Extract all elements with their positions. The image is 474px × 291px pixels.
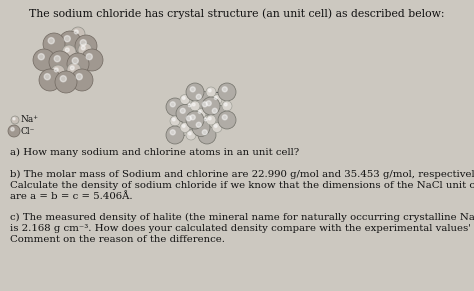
Circle shape	[166, 98, 184, 116]
Circle shape	[71, 69, 93, 91]
Circle shape	[67, 53, 89, 75]
Circle shape	[44, 74, 50, 80]
Circle shape	[190, 115, 195, 120]
Circle shape	[186, 83, 204, 101]
Circle shape	[59, 31, 81, 53]
Circle shape	[192, 103, 195, 106]
Circle shape	[70, 66, 74, 70]
Circle shape	[78, 43, 92, 57]
Circle shape	[186, 130, 196, 140]
Circle shape	[218, 111, 236, 129]
Circle shape	[170, 116, 180, 126]
Text: b) The molar mass of Sodium and chlorine are 22.990 g/mol and 35.453 g/mol, resp: b) The molar mass of Sodium and chlorine…	[10, 170, 474, 179]
Circle shape	[67, 63, 81, 77]
Circle shape	[196, 122, 201, 127]
Circle shape	[11, 116, 19, 124]
Circle shape	[71, 27, 85, 41]
Circle shape	[60, 76, 66, 82]
Circle shape	[202, 97, 220, 115]
Text: is 2.168 g cm⁻³. How does your calculated density compare with the experimental : is 2.168 g cm⁻³. How does your calculate…	[10, 224, 471, 233]
Circle shape	[166, 126, 184, 144]
Circle shape	[49, 51, 71, 73]
Circle shape	[222, 101, 232, 111]
Circle shape	[192, 118, 210, 136]
Circle shape	[186, 102, 196, 112]
Circle shape	[202, 130, 207, 135]
Circle shape	[206, 101, 211, 106]
Text: c) The measured density of halite (the mineral name for naturally occurring crys: c) The measured density of halite (the m…	[10, 213, 474, 222]
Circle shape	[75, 35, 97, 57]
Circle shape	[190, 87, 195, 92]
Circle shape	[65, 48, 69, 52]
Circle shape	[48, 38, 55, 44]
Circle shape	[170, 102, 175, 107]
Circle shape	[206, 87, 216, 97]
Circle shape	[180, 123, 190, 132]
Circle shape	[39, 69, 61, 91]
Circle shape	[81, 46, 85, 50]
Circle shape	[173, 118, 175, 121]
Circle shape	[196, 94, 201, 99]
Circle shape	[86, 54, 92, 60]
Circle shape	[214, 125, 217, 127]
Circle shape	[209, 117, 211, 120]
Circle shape	[222, 87, 227, 92]
Circle shape	[209, 89, 211, 92]
Text: The sodium chloride has crystal structure (an unit cell) as described below:: The sodium chloride has crystal structur…	[29, 8, 445, 19]
Circle shape	[192, 91, 210, 109]
Circle shape	[202, 102, 207, 107]
Circle shape	[51, 65, 65, 79]
Circle shape	[13, 118, 15, 120]
Circle shape	[198, 126, 216, 144]
Circle shape	[188, 104, 191, 107]
Circle shape	[208, 104, 226, 123]
Text: Comment on the reason of the difference.: Comment on the reason of the difference.	[10, 235, 225, 244]
Circle shape	[54, 56, 60, 62]
Circle shape	[186, 111, 204, 129]
Circle shape	[38, 54, 45, 60]
Circle shape	[196, 109, 206, 118]
Circle shape	[76, 74, 82, 80]
Circle shape	[80, 40, 86, 46]
Circle shape	[8, 125, 20, 137]
Circle shape	[182, 125, 185, 127]
Circle shape	[33, 49, 55, 71]
Circle shape	[224, 103, 227, 106]
Circle shape	[198, 98, 216, 116]
Circle shape	[190, 101, 200, 111]
Circle shape	[180, 108, 185, 113]
Text: are a = b = c = 5.406Å.: are a = b = c = 5.406Å.	[10, 192, 133, 201]
Text: a) How many sodium and chlorine atoms in an unit cell?: a) How many sodium and chlorine atoms in…	[10, 148, 299, 157]
Circle shape	[55, 68, 58, 72]
Circle shape	[72, 58, 78, 64]
Circle shape	[212, 123, 222, 132]
Circle shape	[55, 71, 77, 93]
Circle shape	[43, 33, 65, 55]
Circle shape	[182, 97, 185, 100]
Circle shape	[182, 112, 200, 130]
Circle shape	[62, 45, 76, 59]
Circle shape	[206, 115, 216, 125]
Circle shape	[176, 104, 194, 123]
Circle shape	[64, 36, 70, 42]
Text: Cl⁻: Cl⁻	[21, 127, 36, 136]
Circle shape	[81, 49, 103, 71]
Circle shape	[218, 83, 236, 101]
Circle shape	[202, 116, 212, 126]
Circle shape	[214, 97, 217, 100]
Circle shape	[186, 116, 191, 121]
Circle shape	[11, 127, 14, 131]
Text: Calculate the density of sodium chloride if we know that the dimensions of the N: Calculate the density of sodium chloride…	[10, 181, 474, 190]
Circle shape	[74, 30, 78, 34]
Circle shape	[212, 95, 222, 104]
Circle shape	[204, 118, 207, 121]
Circle shape	[198, 111, 201, 113]
Circle shape	[170, 130, 175, 135]
Circle shape	[188, 132, 191, 135]
Text: Na⁺: Na⁺	[21, 116, 39, 125]
Circle shape	[222, 115, 227, 120]
Circle shape	[180, 95, 190, 104]
Circle shape	[212, 108, 217, 113]
